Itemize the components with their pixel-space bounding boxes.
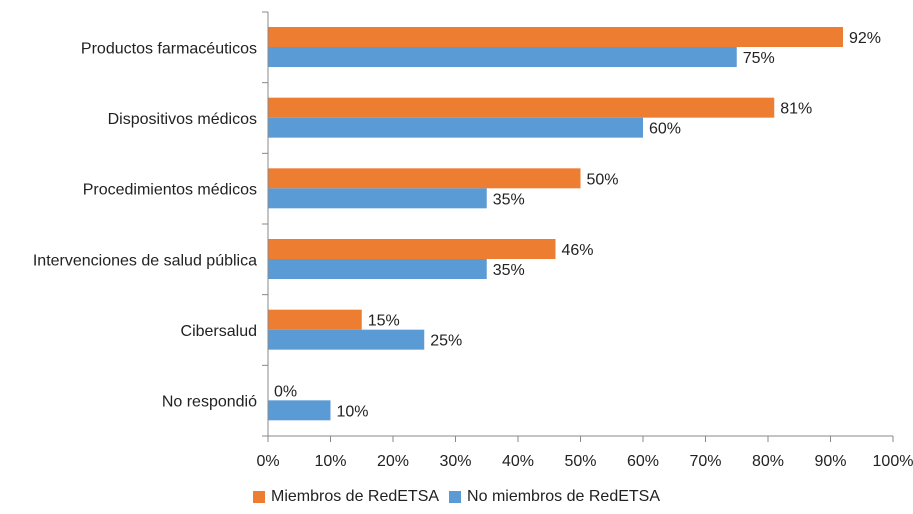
category-label-cibersalud: Cibersalud	[181, 323, 257, 340]
bars-layer	[268, 27, 843, 421]
value-label-miembros-de-redetsa-no-respondio: 0%	[274, 383, 297, 400]
bar-miembros-de-redetsa-dispositivos-medicos	[268, 97, 775, 118]
bar-no-miembros-de-redetsa-no-respondio	[268, 400, 331, 421]
x-tick-label: 10%	[314, 453, 346, 470]
x-tick-label: 20%	[377, 453, 409, 470]
value-label-no-miembros-de-redetsa-productos-farmaceuticos: 75%	[743, 50, 775, 67]
value-label-miembros-de-redetsa-intervenciones-de-salud-publica: 46%	[562, 242, 594, 259]
legend-item-miembros: Miembros de RedETSA	[252, 488, 440, 506]
category-label-dispositivos-medicos: Dispositivos médicos	[108, 111, 257, 128]
x-tick-label: 50%	[564, 453, 596, 470]
category-label-productos-farmaceuticos: Productos farmacéuticos	[81, 40, 257, 57]
bar-miembros-de-redetsa-intervenciones-de-salud-publica	[268, 239, 556, 259]
bar-no-miembros-de-redetsa-intervenciones-de-salud-publica	[268, 259, 487, 279]
value-label-miembros-de-redetsa-procedimientos-medicos: 50%	[587, 171, 619, 188]
legend-swatch-miembros	[252, 491, 265, 503]
x-tick-label: 70%	[689, 453, 721, 470]
legend: Miembros de RedETSA No miembros de RedET…	[0, 484, 913, 510]
labels-layer: 92% 75% Productos farmacéuticos 81% 60% Dispo…	[33, 30, 913, 470]
value-label-miembros-de-redetsa-dispositivos-medicos: 81%	[780, 101, 812, 118]
value-label-no-miembros-de-redetsa-dispositivos-medicos: 60%	[649, 121, 681, 138]
bar-no-miembros-de-redetsa-procedimientos-medicos	[268, 188, 487, 209]
legend-label-miembros: Miembros de RedETSA	[270, 488, 440, 505]
x-tick-label: 60%	[627, 453, 659, 470]
category-label-intervenciones-de-salud-publica: Intervenciones de salud pública	[33, 252, 257, 269]
x-tick-label: 90%	[814, 453, 846, 470]
legend-swatch-no-miembros	[449, 491, 462, 503]
value-label-no-miembros-de-redetsa-cibersalud: 25%	[430, 333, 462, 350]
category-label-no-respondio: No respondió	[162, 394, 257, 411]
bar-miembros-de-redetsa-productos-farmaceuticos	[268, 27, 843, 47]
x-tick-label: 80%	[752, 453, 784, 470]
value-label-miembros-de-redetsa-cibersalud: 15%	[368, 313, 400, 330]
legend-item-no-miembros: No miembros de RedETSA	[449, 488, 660, 506]
x-tick-label: 40%	[502, 453, 534, 470]
bar-miembros-de-redetsa-cibersalud	[268, 309, 362, 330]
bar-chart: 92% 75% Productos farmacéuticos 81% 60% Dispo…	[33, 11, 913, 470]
value-label-miembros-de-redetsa-productos-farmaceuticos: 92%	[849, 30, 881, 47]
legend-label-no-miembros: No miembros de RedETSA	[467, 488, 661, 505]
value-label-no-miembros-de-redetsa-no-respondio: 10%	[337, 403, 369, 420]
bar-no-miembros-de-redetsa-cibersalud	[268, 329, 425, 350]
category-label-procedimientos-medicos: Procedimientos médicos	[83, 182, 257, 199]
axes-layer	[262, 11, 894, 442]
value-label-no-miembros-de-redetsa-procedimientos-medicos: 35%	[493, 191, 525, 208]
bar-miembros-de-redetsa-procedimientos-medicos	[268, 168, 581, 189]
bar-no-miembros-de-redetsa-dispositivos-medicos	[268, 117, 643, 138]
bar-no-miembros-de-redetsa-productos-farmaceuticos	[268, 47, 737, 67]
x-tick-label: 0%	[256, 453, 279, 470]
x-tick-label: 30%	[439, 453, 471, 470]
x-tick-label: 100%	[873, 453, 913, 470]
value-label-no-miembros-de-redetsa-intervenciones-de-salud-publica: 35%	[493, 262, 525, 279]
